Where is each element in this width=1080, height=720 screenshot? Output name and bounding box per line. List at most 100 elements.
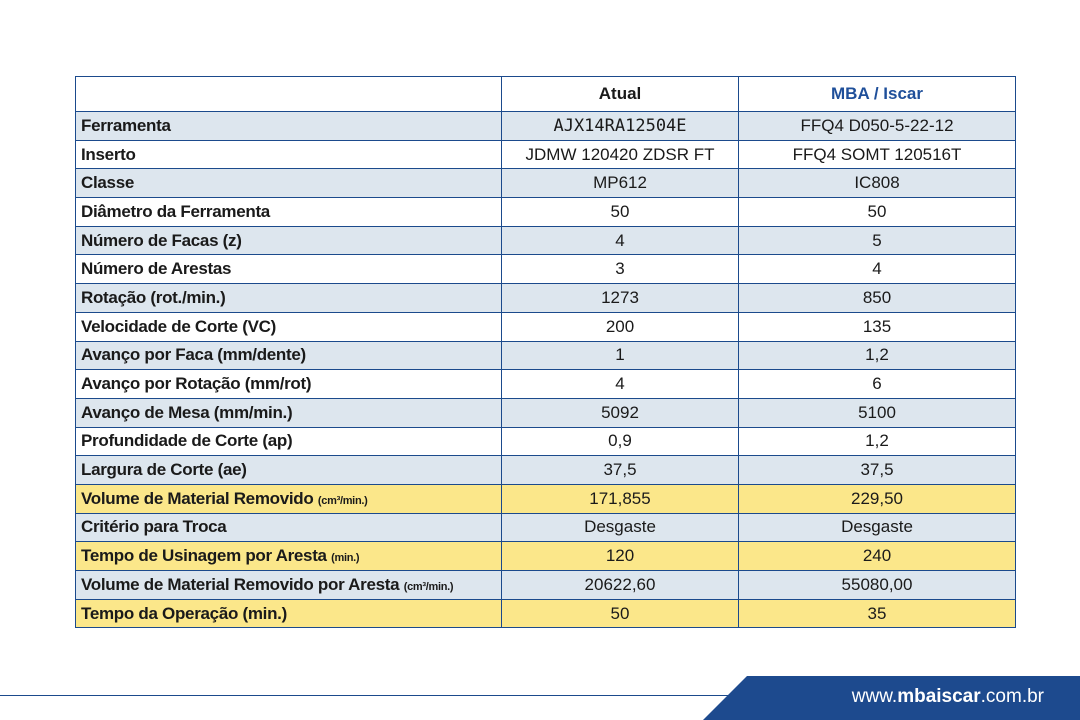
table-row: Profundidade de Corte (ap) 0,9 1,2 [75,426,1016,457]
value-mba-iscar: 37,5 [738,455,1016,485]
row-label-text: Avanço por Faca (mm/dente) [81,345,306,365]
value-atual: 3 [501,254,739,285]
value-atual: Desgaste [501,512,739,543]
value-mba-iscar: 135 [738,311,1016,342]
table-row: Largura de Corte (ae) 37,5 37,5 [75,455,1016,485]
row-label: Tempo de Usinagem por Aresta (min.) [75,541,502,571]
value-atual: JDMW 120420 ZDSR FT [501,139,739,170]
value-atual: 50 [501,197,739,227]
row-label-text: Rotação (rot./min.) [81,287,226,307]
table-row: Número de Facas (z) 4 5 [75,225,1016,256]
row-label: Velocidade de Corte (VC) [75,311,502,342]
value-atual: 4 [501,225,739,256]
value-mba-iscar: 6 [738,369,1016,399]
row-label: Inserto [75,139,502,170]
row-label-text: Diâmetro da Ferramenta [81,201,270,221]
row-label: Avanço por Faca (mm/dente) [75,340,502,371]
table-row: Tempo de Usinagem por Aresta (min.) 120 24… [75,541,1016,571]
value-mba-iscar: 5 [738,225,1016,256]
row-label: Largura de Corte (ae) [75,455,502,485]
row-label-text: Tempo da Operação (min.) [81,603,287,623]
url-suffix: .com.br [980,686,1044,707]
row-label: Volume de Material Removido por Aresta (… [75,570,502,600]
table-row: Critério para Troca Desgaste Desgaste [75,512,1016,543]
table-row: Diâmetro da Ferramenta 50 50 [75,197,1016,227]
value-mba-iscar: 1,2 [738,426,1016,457]
value-mba-iscar: 50 [738,197,1016,227]
row-label: Profundidade de Corte (ap) [75,426,502,457]
header-mba-iscar: MBA / Iscar [738,76,1016,112]
value-mba-iscar: FFQ4 D050-5-22-12 [738,111,1016,141]
row-label: Número de Arestas [75,254,502,285]
value-atual: 171,855 [501,483,739,514]
footer-divider [0,695,740,696]
row-label-text: Número de Arestas [81,259,232,279]
table-row: Tempo da Operação (min.) 50 35 [75,598,1016,629]
row-label: Número de Facas (z) [75,225,502,256]
row-unit: (min.) [331,552,360,565]
row-label: Avanço de Mesa (mm/min.) [75,397,502,428]
row-label: Volume de Material Removido (cm³/min.) [75,483,502,514]
row-label-text: Tempo de Usinagem por Aresta [81,546,327,566]
row-label-text: Volume de Material Removido por Aresta [81,574,400,594]
value-atual: 5092 [501,397,739,428]
row-label: Critério para Troca [75,512,502,543]
value-atual: AJX14RA12504E [501,111,739,141]
table-row: Volume de Material Removido (cm³/min.) 17… [75,483,1016,514]
value-mba-iscar: 35 [738,598,1016,629]
value-mba-iscar: 850 [738,283,1016,313]
row-label: Diâmetro da Ferramenta [75,197,502,227]
value-atual: 0,9 [501,426,739,457]
table-header-row: Atual MBA / Iscar [75,76,1016,112]
value-atual: 120 [501,541,739,571]
value-atual: MP612 [501,168,739,199]
value-atual: 37,5 [501,455,739,485]
row-label-text: Critério para Troca [81,517,227,537]
row-label: Tempo da Operação (min.) [75,598,502,629]
row-label-text: Avanço de Mesa (mm/min.) [81,402,293,422]
row-label-text: Profundidade de Corte (ap) [81,431,293,451]
row-label: Rotação (rot./min.) [75,283,502,313]
row-unit: (cm³/min.) [403,580,454,593]
value-atual: 200 [501,311,739,342]
footer-url[interactable]: www.mbaiscar.com.br [770,686,1070,708]
value-atual: 1 [501,340,739,371]
row-label-text: Número de Facas (z) [81,230,242,250]
row-label-text: Velocidade de Corte (VC) [81,316,276,336]
value-mba-iscar: 5100 [738,397,1016,428]
value-mba-iscar: IC808 [738,168,1016,199]
table-row: Inserto JDMW 120420 ZDSR FT FFQ4 SOMT 1205… [75,139,1016,170]
table-row: Rotação (rot./min.) 1273 850 [75,283,1016,313]
row-label: Classe [75,168,502,199]
table-row: Velocidade de Corte (VC) 200 135 [75,311,1016,342]
row-label-text: Classe [81,173,135,193]
value-mba-iscar: 55080,00 [738,570,1016,600]
row-label: Avanço por Rotação (mm/rot) [75,369,502,399]
value-mba-iscar: 240 [738,541,1016,571]
row-label: Ferramenta [75,111,502,141]
table-row: Avanço por Rotação (mm/rot) 4 6 [75,369,1016,399]
row-unit: (cm³/min.) [317,494,368,507]
table-row: Avanço de Mesa (mm/min.) 5092 5100 [75,397,1016,428]
value-mba-iscar: Desgaste [738,512,1016,543]
table-row: Número de Arestas 3 4 [75,254,1016,285]
table-row: Volume de Material Removido por Aresta (… [75,570,1016,600]
header-atual: Atual [501,76,739,112]
table-body: Ferramenta AJX14RA12504E FFQ4 D050-5-22-12… [75,111,1016,629]
value-atual: 20622,60 [501,570,739,600]
value-mba-iscar: 229,50 [738,483,1016,514]
table-row: Classe MP612 IC808 [75,168,1016,199]
value-atual: 1273 [501,283,739,313]
row-label-text: Ferramenta [81,115,171,135]
row-label-text: Avanço por Rotação (mm/rot) [81,374,312,394]
value-atual: 4 [501,369,739,399]
value-atual: 50 [501,598,739,629]
footer-band [703,676,1080,720]
url-brand: mbaiscar [897,686,981,707]
url-prefix: www. [851,686,898,707]
value-mba-iscar: FFQ4 SOMT 120516T [738,139,1016,170]
comparison-table: Atual MBA / Iscar Ferramenta AJX14RA12504… [75,76,1016,629]
row-label-text: Inserto [81,144,136,164]
table-row: Avanço por Faca (mm/dente) 1 1,2 [75,340,1016,371]
row-label-text: Largura de Corte (ae) [81,460,247,480]
